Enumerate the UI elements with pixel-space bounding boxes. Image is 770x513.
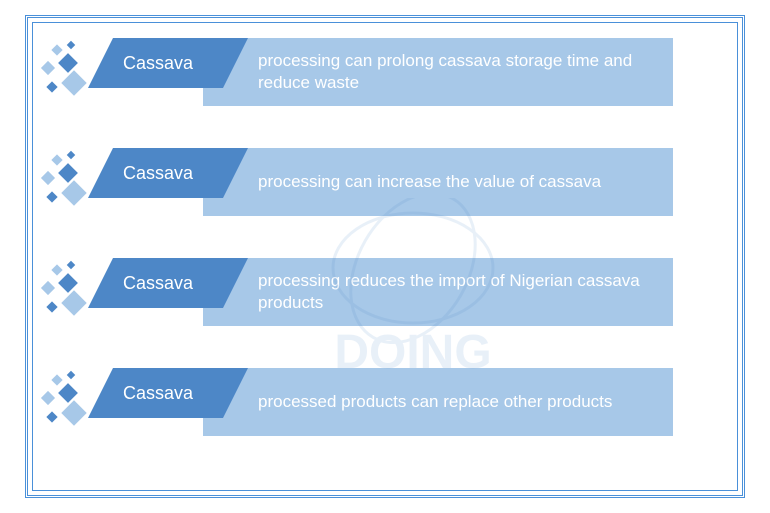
info-row: Cassava processing can prolong cassava s… xyxy=(88,38,678,106)
outer-frame: Cassava processing can prolong cassava s… xyxy=(25,15,745,498)
row-description: processed products can replace other pro… xyxy=(203,368,673,436)
info-row: Cassava processing reduces the import of… xyxy=(88,258,678,326)
row-description: processing reduces the import of Nigeria… xyxy=(203,258,673,326)
row-label: Cassava xyxy=(88,38,228,88)
row-description: processing can prolong cassava storage t… xyxy=(203,38,673,106)
decoration-squares xyxy=(33,268,93,318)
info-row: Cassava processed products can replace o… xyxy=(88,368,678,436)
info-row: Cassava processing can increase the valu… xyxy=(88,148,678,216)
row-label: Cassava xyxy=(88,368,228,418)
row-label: Cassava xyxy=(88,258,228,308)
decoration-squares xyxy=(33,158,93,208)
decoration-squares xyxy=(33,48,93,98)
row-description: processing can increase the value of cas… xyxy=(203,148,673,216)
rows-container: Cassava processing can prolong cassava s… xyxy=(88,38,678,478)
row-label: Cassava xyxy=(88,148,228,198)
decoration-squares xyxy=(33,378,93,428)
